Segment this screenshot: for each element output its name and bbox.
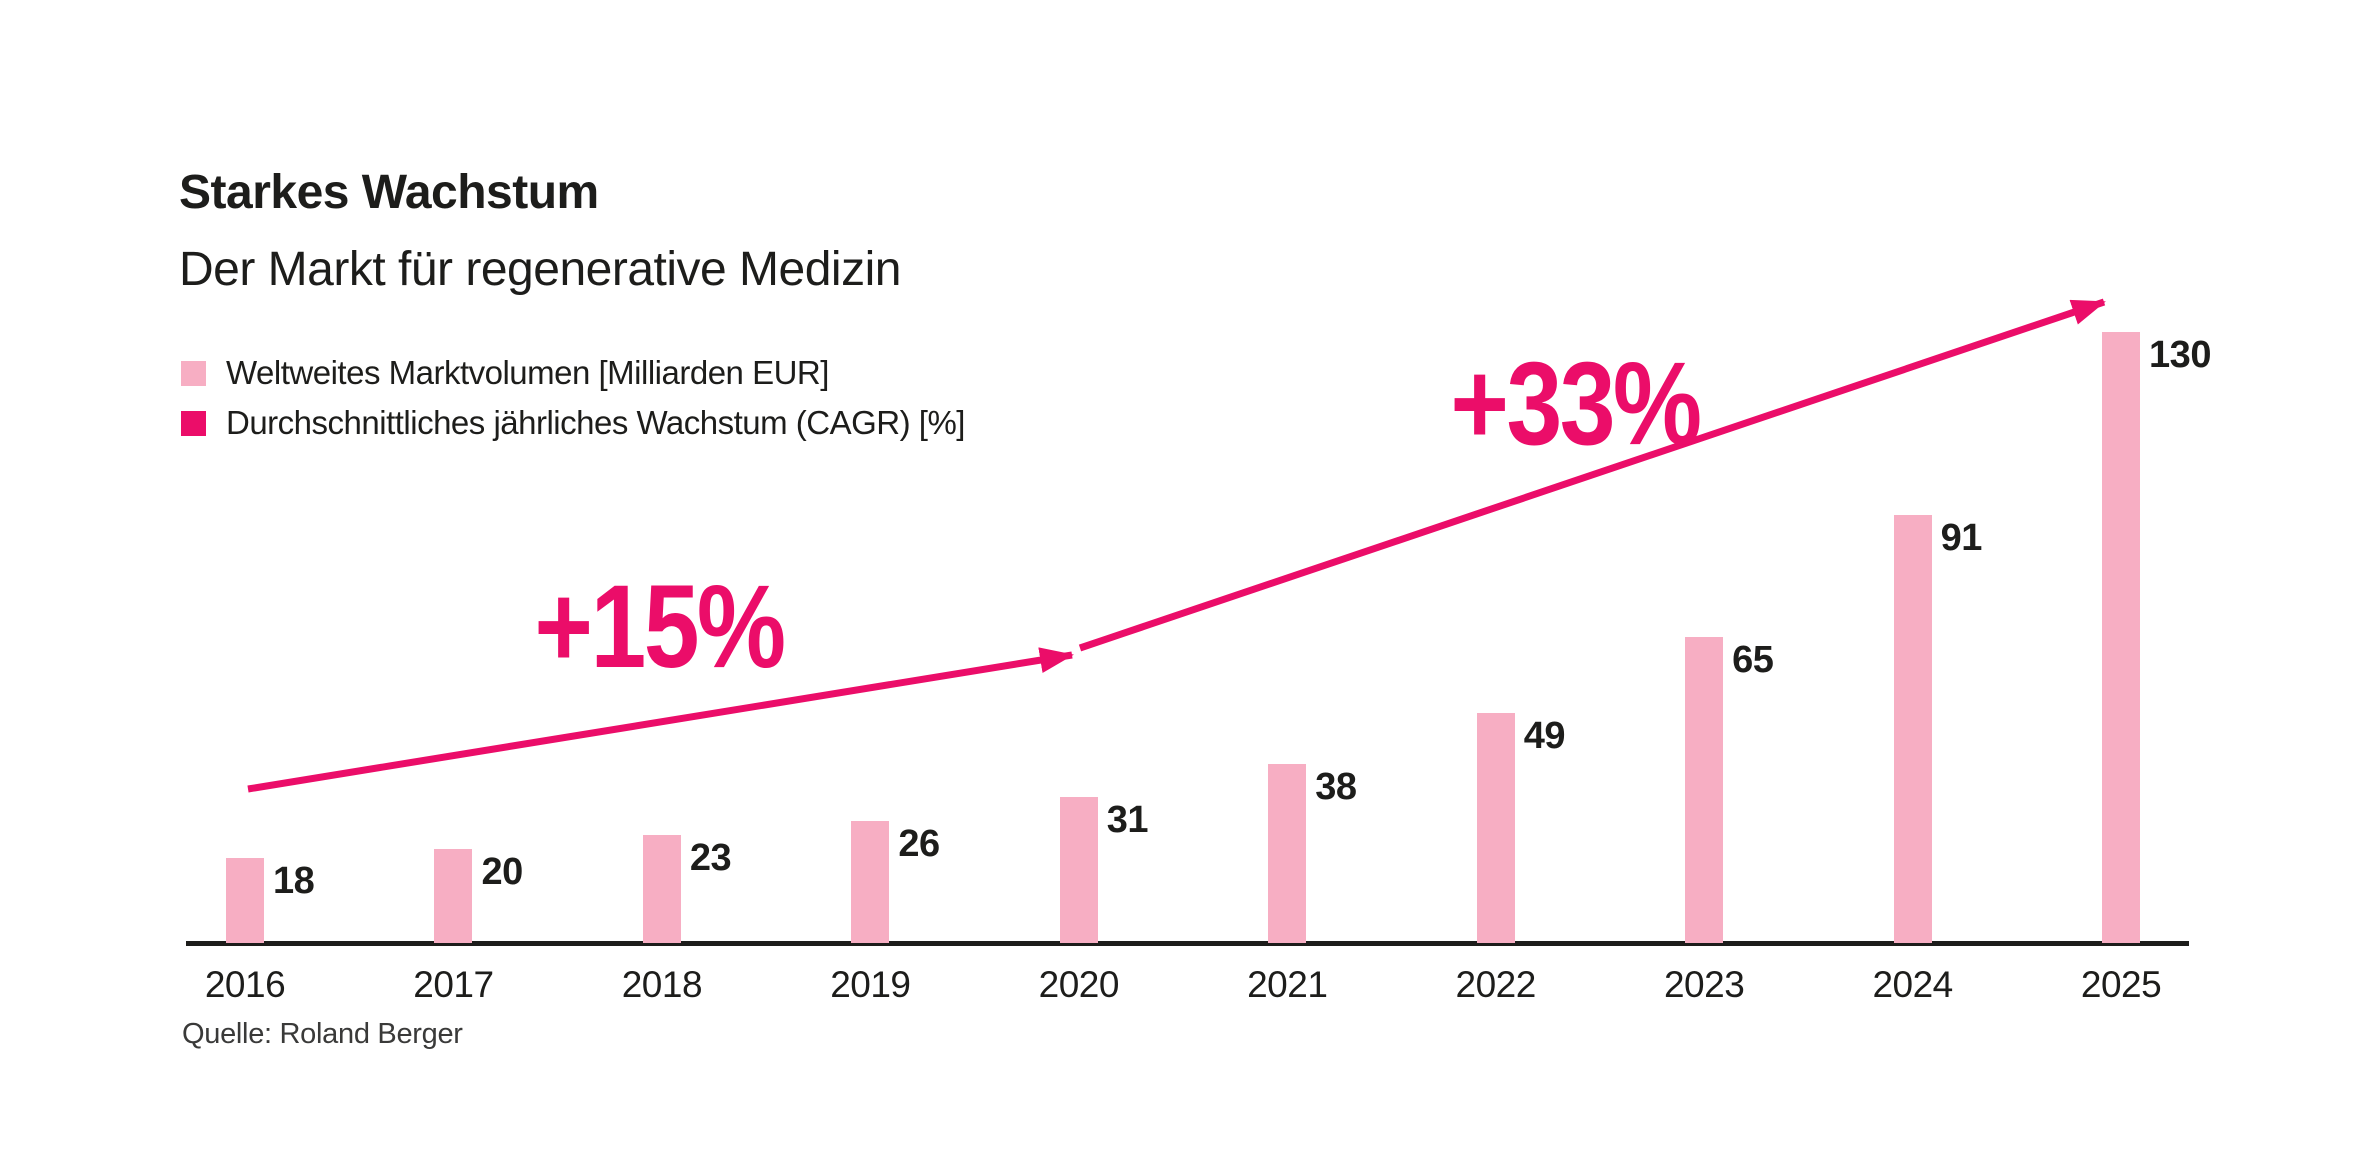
source-note: Quelle: Roland Berger: [182, 1018, 463, 1050]
year-label-2023: 2023: [1663, 964, 1745, 1005]
bar-2021: [1268, 764, 1307, 943]
bar-2020: [1059, 797, 1098, 943]
bar-2018: [642, 835, 681, 943]
year-label-2025: 2025: [2080, 964, 2162, 1005]
legend-swatch-light-pink: [181, 360, 206, 386]
bar-2024: [1893, 515, 1932, 943]
year-label-2021: 2021: [1247, 964, 1328, 1005]
year-label-2020: 2020: [1038, 964, 1120, 1005]
legend-item-cagr: Durchschnittliches jährliches Wachstum (…: [181, 398, 965, 448]
bar-2019: [851, 821, 890, 943]
bar-2025: [2102, 332, 2141, 943]
x-axis-line: [186, 941, 2189, 946]
legend: Weltweites Marktvolumen [Milliarden EUR]…: [181, 348, 965, 448]
legend-item-market-volume: Weltweites Marktvolumen [Milliarden EUR]: [181, 348, 965, 398]
chart-title: Starkes Wachstum: [179, 166, 599, 219]
value-label-2016: 18: [273, 860, 315, 902]
value-label-2024: 91: [1940, 517, 1983, 559]
legend-label-market-volume: Weltweites Marktvolumen [Milliarden EUR]: [226, 354, 829, 391]
cagr-label-33: +33%: [1450, 338, 1702, 470]
value-label-2023: 65: [1732, 639, 1774, 681]
year-label-2019: 2019: [830, 964, 911, 1005]
value-label-2020: 31: [1106, 799, 1149, 841]
legend-label-cagr: Durchschnittliches jährliches Wachstum (…: [226, 404, 965, 441]
cagr-label-15: +15%: [534, 561, 786, 693]
year-label-2018: 2018: [621, 964, 703, 1005]
year-label-2024: 2024: [1872, 964, 1953, 1005]
chart-subtitle: Der Markt für regenerative Medizin: [179, 243, 901, 296]
bar-2017: [434, 849, 473, 943]
year-label-2022: 2022: [1455, 964, 1537, 1005]
bar-2016: [226, 858, 264, 943]
legend-swatch-magenta: [181, 410, 206, 436]
year-label-2016: 2016: [204, 964, 286, 1005]
value-label-2018: 23: [689, 837, 732, 879]
value-label-2021: 38: [1315, 766, 1357, 808]
bar-2023: [1685, 637, 1724, 943]
value-label-2025: 130: [2149, 334, 2211, 376]
value-label-2017: 20: [481, 851, 523, 893]
year-label-2017: 2017: [413, 964, 494, 1005]
value-label-2022: 49: [1523, 715, 1566, 757]
bar-2022: [1476, 713, 1515, 943]
value-label-2019: 26: [898, 823, 940, 865]
